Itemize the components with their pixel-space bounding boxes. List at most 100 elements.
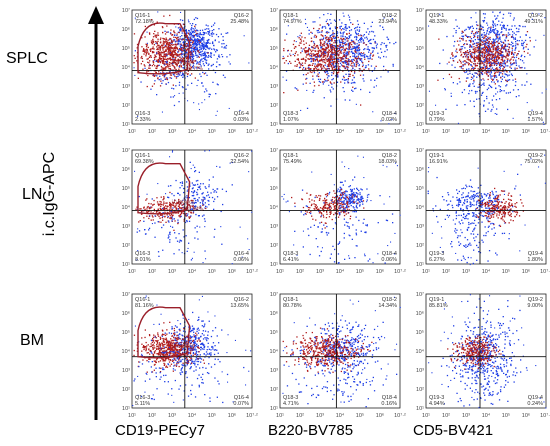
event-dots	[282, 296, 401, 408]
y-tick-label: 10³	[416, 84, 424, 90]
dot-plot-r3-c2: Q18-1 80.78% Q18-2 14.34% Q18-3 4.71% Q18-4 0.1…	[266, 291, 407, 420]
x-tick-label: 10³	[462, 413, 470, 419]
x-tick-label: 10⁵	[502, 128, 510, 135]
x-tick-label: 10⁶	[522, 268, 530, 275]
igg-gate	[137, 162, 191, 215]
y-tick-label: 10⁷	[270, 147, 278, 154]
event-dots	[134, 150, 253, 265]
quadrant-percent-q3: 8.01%	[135, 257, 151, 263]
y-tick-label: 10⁴	[416, 64, 425, 71]
x-tick-label: 10⁶	[376, 128, 384, 135]
x-tick-label: 10⁵	[356, 412, 364, 419]
y-tick-label: 10⁵	[122, 329, 130, 336]
x-tick-label: 10⁵	[208, 412, 216, 419]
y-tick-label: 10⁴	[122, 348, 131, 355]
quadrant-label-q2: Q16-2	[234, 153, 249, 159]
x-tick-label: 10²	[296, 413, 304, 419]
y-tick-label: 10⁷	[270, 7, 278, 14]
quadrant-label-q1: Q16-1	[135, 153, 150, 159]
y-tick-label: 10⁵	[122, 45, 130, 52]
x-tick-label: 10⁵	[502, 268, 510, 275]
x-tick-label: 10⁷·²	[540, 268, 550, 275]
y-tick-label: 10³	[270, 84, 278, 90]
quadrant-label-q3: Q16-3	[135, 251, 150, 257]
quadrant-label-q4: Q19-4	[528, 111, 543, 117]
dot-plot-r1-c1: i.c.IgGpos 95.77% Q16-1 72.18% Q16-2 25.48% Q1…	[118, 7, 259, 136]
quadrant-label-q2: Q18-2	[382, 13, 397, 19]
quadrant-label-q4: Q18-4	[382, 111, 397, 117]
y-tick-label: 10²	[416, 103, 424, 109]
x-tick-label: 10⁷·²	[246, 128, 258, 135]
y-tick-label: 10⁷	[122, 291, 130, 298]
x-tick-label: 10²	[148, 269, 156, 275]
x-tick-label: 10⁴	[482, 412, 491, 419]
col-label-b220: B220-BV785	[268, 422, 354, 439]
quadrant-percent-q3: 0.79%	[429, 117, 445, 123]
x-tick-label: 10¹	[422, 269, 430, 275]
x-tick-label: 10²	[442, 413, 450, 419]
quadrant-label-q1: Q16-1	[135, 13, 150, 19]
x-tick-label: 10³	[462, 129, 470, 135]
event-dots	[428, 294, 547, 409]
x-tick-label: 10⁵	[356, 128, 364, 135]
row-label-ln: LN	[22, 186, 43, 203]
quadrant-label-q1: Q18-1	[283, 297, 298, 303]
x-tick-label: 10⁴	[336, 128, 345, 135]
y-tick-label: 10²	[416, 387, 424, 393]
y-tick-label: 10⁴	[416, 204, 425, 211]
y-tick-label: 10⁷	[122, 147, 130, 154]
quadrant-percent-q4: 0.02%	[381, 117, 397, 123]
y-tick-label: 10⁶	[122, 310, 130, 317]
y-tick-label: 10³	[122, 84, 130, 90]
y-tick-label: 10¹	[270, 122, 278, 128]
y-tick-label: 10⁵	[416, 185, 424, 192]
quadrant-label-q1: Q18-1	[283, 13, 298, 19]
x-tick-label: 10²	[442, 129, 450, 135]
x-tick-label: 10³	[316, 269, 324, 275]
x-tick-label: 10³	[168, 269, 176, 275]
dot-plot-r2-c3: Q19-1 16.91% Q19-2 75.02% Q19-3 6.27% Q19-4 1.8…	[412, 147, 550, 276]
quadrant-percent-q4: 0.06%	[381, 257, 397, 263]
quadrant-percent-q3: 6.27%	[429, 257, 445, 263]
quadrant-percent-q4: 1.57%	[527, 117, 543, 123]
y-tick-label: 10⁵	[416, 329, 424, 336]
dot-plot-r3-c3: Q19-1 85.81% Q19-2 9.00% Q19-3 4.94% Q19-4 0.24…	[412, 291, 550, 420]
col-label-cd5: CD5-BV421	[413, 422, 494, 439]
x-tick-label: 10⁴	[482, 268, 491, 275]
quadrant-label-q3: Q16-3	[135, 111, 150, 117]
y-tick-label: 10⁶	[122, 26, 130, 33]
y-tick-label: 10¹	[270, 262, 278, 268]
gate-percent: 95.77%	[186, 66, 204, 72]
x-tick-label: 10⁴	[188, 412, 197, 419]
quadrant-label-q1: Q19-1	[429, 297, 444, 303]
quadrant-percent-q4: 0.06%	[233, 257, 249, 263]
quadrant-percent-q1: 74.97%	[283, 19, 302, 25]
igg-gate	[137, 306, 191, 359]
y-tick-label: 10⁶	[270, 166, 278, 173]
plot-frame	[279, 149, 401, 265]
quadrant-percent-q3: 4.71%	[283, 401, 299, 407]
y-tick-label: 10⁶	[122, 166, 130, 173]
x-tick-label: 10⁷·²	[246, 412, 258, 419]
quadrant-label-q4: Q18-4	[382, 395, 397, 401]
x-tick-label: 10¹	[128, 269, 136, 275]
quadrant-percent-q2: 23.94%	[378, 19, 397, 25]
quadrant-percent-q4: 0.24%	[527, 401, 543, 407]
dot-plot-r3-c1: i.c.IgGpos Q16-1 81.16% Q16-2 13.65% Q16-3 5.1…	[118, 291, 259, 420]
quadrant-label-q2: Q16-2	[234, 297, 249, 303]
y-tick-label: 10³	[122, 224, 130, 230]
quadrant-label-q2: Q19-2	[528, 297, 543, 303]
quadrant-label-q4: Q16-4	[234, 251, 249, 257]
y-tick-label: 10⁵	[122, 185, 130, 192]
quadrant-label-q1: Q19-1	[429, 13, 444, 19]
x-tick-label: 10⁴	[188, 268, 197, 275]
quadrant-label-q4: Q19-4	[528, 251, 543, 257]
y-tick-label: 10²	[122, 103, 130, 109]
quadrant-percent-q1: 69.38%	[135, 159, 154, 165]
x-tick-label: 10²	[148, 413, 156, 419]
quadrant-label-q1: Q19-1	[429, 153, 444, 159]
event-dots	[281, 155, 401, 264]
quadrant-label-q4: Q16-4	[234, 395, 249, 401]
x-tick-label: 10³	[168, 413, 176, 419]
y-tick-label: 10¹	[122, 122, 130, 128]
